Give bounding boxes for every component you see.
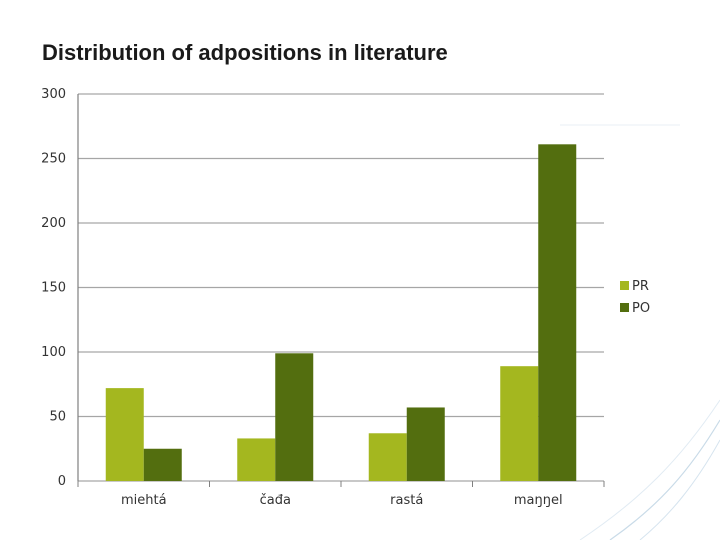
y-axis-ticks: 0 50 100 150 200 250 300 xyxy=(41,87,66,489)
y-tick-label: 300 xyxy=(41,87,66,102)
bars xyxy=(105,144,577,481)
y-tick-label: 250 xyxy=(41,152,66,167)
bar-po-3 xyxy=(406,407,445,481)
x-axis-categories: miehtá čađa rastá maŋŋel xyxy=(121,493,563,508)
legend-swatch-po xyxy=(620,303,629,312)
bar-po-1 xyxy=(143,448,182,481)
x-category-label: rastá xyxy=(390,493,423,508)
y-tick-label: 200 xyxy=(41,216,66,231)
y-tick-label: 100 xyxy=(41,345,66,360)
legend-label-pr: PR xyxy=(632,279,649,294)
legend: PR PO xyxy=(620,279,650,316)
legend-label-po: PO xyxy=(632,301,650,316)
x-category-label: čađa xyxy=(260,493,291,508)
bar-pr-1 xyxy=(105,388,144,481)
y-tick-label: 150 xyxy=(41,281,66,296)
chart-title: Distribution of adpositions in literatur… xyxy=(42,40,448,65)
bar-po-4 xyxy=(538,144,577,481)
bar-pr-4 xyxy=(500,366,539,481)
x-category-label: maŋŋel xyxy=(514,493,563,508)
y-tick-label: 0 xyxy=(58,474,66,489)
y-tick-label: 50 xyxy=(49,410,66,425)
bar-pr-2 xyxy=(237,438,276,481)
legend-swatch-pr xyxy=(620,281,629,290)
x-category-label: miehtá xyxy=(121,493,167,508)
bar-pr-3 xyxy=(368,433,407,481)
bar-po-2 xyxy=(275,353,314,481)
gridlines xyxy=(77,93,605,487)
